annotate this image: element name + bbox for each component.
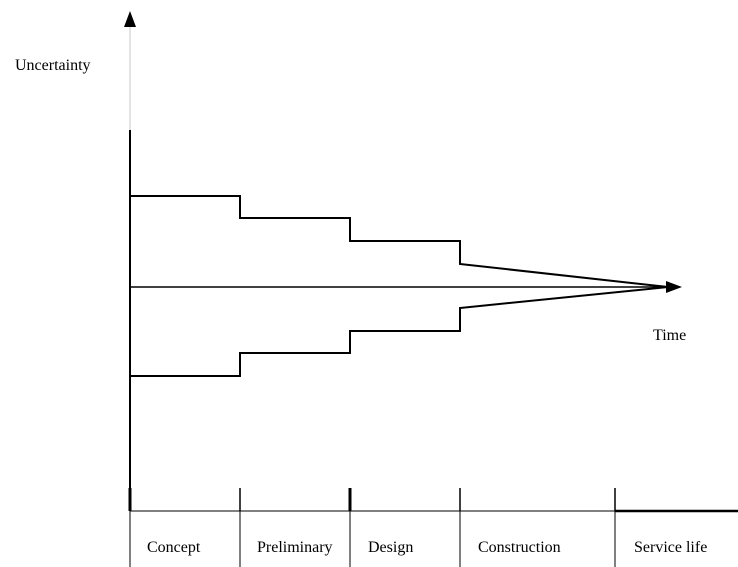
phase-label-design: Design <box>368 539 414 556</box>
phase-label-service-life: Service life <box>634 539 708 556</box>
time-axis-arrowhead <box>666 281 682 293</box>
y-axis-label: Uncertainty <box>15 57 91 74</box>
phase-label-construction: Construction <box>478 539 561 556</box>
phase-label-preliminary: Preliminary <box>257 539 333 556</box>
upper-uncertainty-bound <box>130 195 669 288</box>
phase-label-concept: Concept <box>147 539 201 556</box>
lower-uncertainty-bound <box>130 286 669 377</box>
x-axis-label: Time <box>653 327 687 344</box>
y-axis-arrowhead <box>124 11 136 27</box>
